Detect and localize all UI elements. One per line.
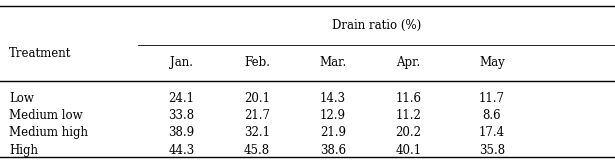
Text: May: May bbox=[479, 56, 505, 69]
Text: 21.9: 21.9 bbox=[320, 126, 346, 139]
Text: 11.7: 11.7 bbox=[479, 92, 505, 105]
Text: 12.9: 12.9 bbox=[320, 109, 346, 122]
Text: 44.3: 44.3 bbox=[169, 144, 194, 156]
Text: 8.6: 8.6 bbox=[483, 109, 501, 122]
Text: 32.1: 32.1 bbox=[244, 126, 270, 139]
Text: Treatment: Treatment bbox=[9, 47, 71, 60]
Text: Medium low: Medium low bbox=[9, 109, 83, 122]
Text: 20.1: 20.1 bbox=[244, 92, 270, 105]
Text: High: High bbox=[9, 144, 38, 156]
Text: 11.2: 11.2 bbox=[395, 109, 421, 122]
Text: 35.8: 35.8 bbox=[479, 144, 505, 156]
Text: 14.3: 14.3 bbox=[320, 92, 346, 105]
Text: 20.2: 20.2 bbox=[395, 126, 421, 139]
Text: 11.6: 11.6 bbox=[395, 92, 421, 105]
Text: 24.1: 24.1 bbox=[169, 92, 194, 105]
Text: Feb.: Feb. bbox=[244, 56, 270, 69]
Text: Drain ratio (%): Drain ratio (%) bbox=[332, 19, 421, 32]
Text: Jan.: Jan. bbox=[170, 56, 193, 69]
Text: 38.9: 38.9 bbox=[169, 126, 194, 139]
Text: 38.6: 38.6 bbox=[320, 144, 346, 156]
Text: 45.8: 45.8 bbox=[244, 144, 270, 156]
Text: Low: Low bbox=[9, 92, 34, 105]
Text: 40.1: 40.1 bbox=[395, 144, 421, 156]
Text: 21.7: 21.7 bbox=[244, 109, 270, 122]
Text: Mar.: Mar. bbox=[319, 56, 346, 69]
Text: Medium high: Medium high bbox=[9, 126, 88, 139]
Text: 17.4: 17.4 bbox=[479, 126, 505, 139]
Text: Apr.: Apr. bbox=[396, 56, 421, 69]
Text: 33.8: 33.8 bbox=[169, 109, 194, 122]
